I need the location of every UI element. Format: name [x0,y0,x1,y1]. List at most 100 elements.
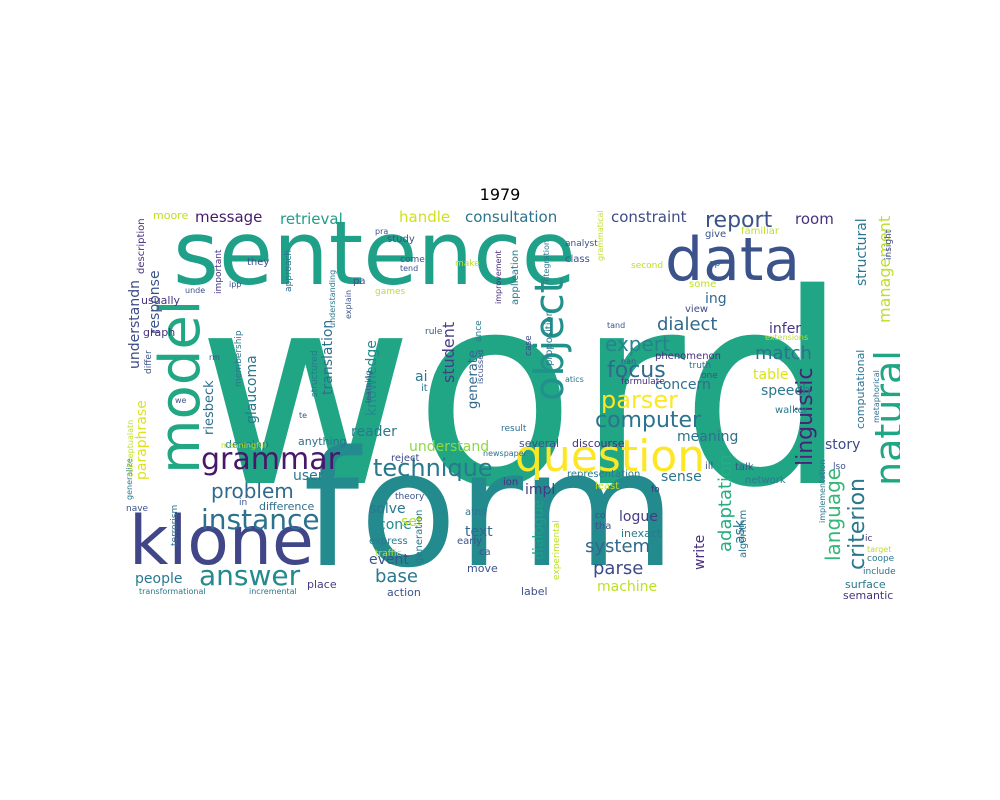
word-application: application [510,249,521,305]
word-insight: insight [884,229,894,260]
word-infer: infer [769,321,802,337]
word-table: table [753,367,789,383]
word-phenomenon: phenomenon [655,351,721,362]
word-people: people [135,571,183,587]
word-they: they [247,257,270,268]
word-ance: ance [474,320,484,342]
word-sense: sense [661,469,702,485]
word-representation: representation [567,469,641,480]
word-nan: nan [621,357,637,366]
word-improvement: improvement [494,250,503,304]
word-action: action [387,586,421,599]
word-discourse: discourse [572,437,625,450]
word-give: give [705,229,727,240]
word-expert: expert [605,332,670,356]
word-nave: nave [126,504,149,514]
word-newspaper: newspaper [483,449,527,458]
word-paraphrase: paraphrase [134,400,150,480]
word-algorithm: algorithm [738,509,749,558]
word-base: base [375,566,418,587]
word-grammar: grammar [201,442,340,477]
word-experimental: experimental [552,520,562,580]
word-lso: lso [833,462,846,472]
word-terrorism: terrorism [170,504,180,546]
word-move: move [467,562,498,575]
word-proposition: proposition [544,310,555,366]
word-rule: rule [425,327,443,337]
word-explain: explain [344,289,353,319]
word-case: case [524,335,534,356]
word-atns: atns [465,507,487,518]
word-machine: machine [597,579,658,595]
word-parser: parser [601,386,678,414]
word-include: include [863,567,896,577]
word-computer: computer [595,408,702,433]
word-make: make [455,259,480,269]
word-tend: tend [400,264,419,273]
word-criterion: criterion [845,478,870,570]
word-focus: focus [607,358,666,383]
word-data: data [665,225,801,295]
word-technique: technique [373,454,493,482]
word-differ: differ [144,350,154,374]
word-ion: ion [503,477,519,488]
word-ill: ill [705,461,714,472]
word-membership: membership [234,330,244,387]
word-least: least [595,481,620,492]
word-dialect: dialect [657,314,718,335]
word-place: place [307,578,337,591]
word-structured: structured [310,350,320,397]
word-retrieval: retrieval [280,210,343,228]
word-important: important [214,249,224,294]
word-atics: atics [565,375,584,384]
word-talk: talk [735,462,754,473]
word-some: some [689,279,717,290]
word-traffic: traffic [375,549,402,559]
word-formulate: formulate [621,377,665,387]
word-surface: surface [845,578,886,591]
word-instance: instance [201,503,320,536]
word-one: one [701,371,718,381]
word-target: target [867,545,892,554]
word-it: it [421,383,428,394]
word-solve: solve [369,501,406,517]
word-understand: understand [409,439,490,455]
word-anything: anything [298,435,347,448]
word-result: result [501,424,527,434]
word-story: story [825,437,861,453]
word-ca: ca [479,547,491,558]
word-study: study [387,234,415,245]
word-system: system [585,536,651,557]
word-riesbeck: riesbeck [202,380,217,435]
word-express: express [369,536,408,547]
word-form: form [303,416,677,600]
word-inexact: inexact [621,527,662,540]
word-parse: parse [593,558,644,579]
word-klone: klone [129,502,314,581]
word-second: second [631,261,664,271]
word-early: early [457,536,483,547]
word-metaphorical: metaphorical [872,370,881,423]
word-several: several [519,437,560,450]
word-semantic: semantic [843,589,894,600]
word-fo: fo [651,485,660,495]
word-learning: learning [364,370,373,403]
word-incremental: incremental [249,587,297,596]
word-transformational: transformational [139,587,206,596]
word-walker: walker [775,405,808,416]
word-co: co [595,511,606,521]
word-grammatical: grammatical [596,210,605,261]
word-ipp: ipp [229,280,242,289]
word-implementation: implementation [818,459,827,523]
word-approach: approach [284,249,294,292]
word-develop: develop [225,438,269,451]
word-meaning: meaning [677,429,739,445]
word-analyst: analyst [565,239,598,249]
word-op: op [709,259,721,269]
word-problem: problem [211,479,294,503]
word-word: word [197,238,849,546]
word-message: message [195,210,263,226]
word-ing: ing [705,291,727,307]
word-extensions: extensions [765,333,809,342]
word-tand: tand [607,321,626,330]
